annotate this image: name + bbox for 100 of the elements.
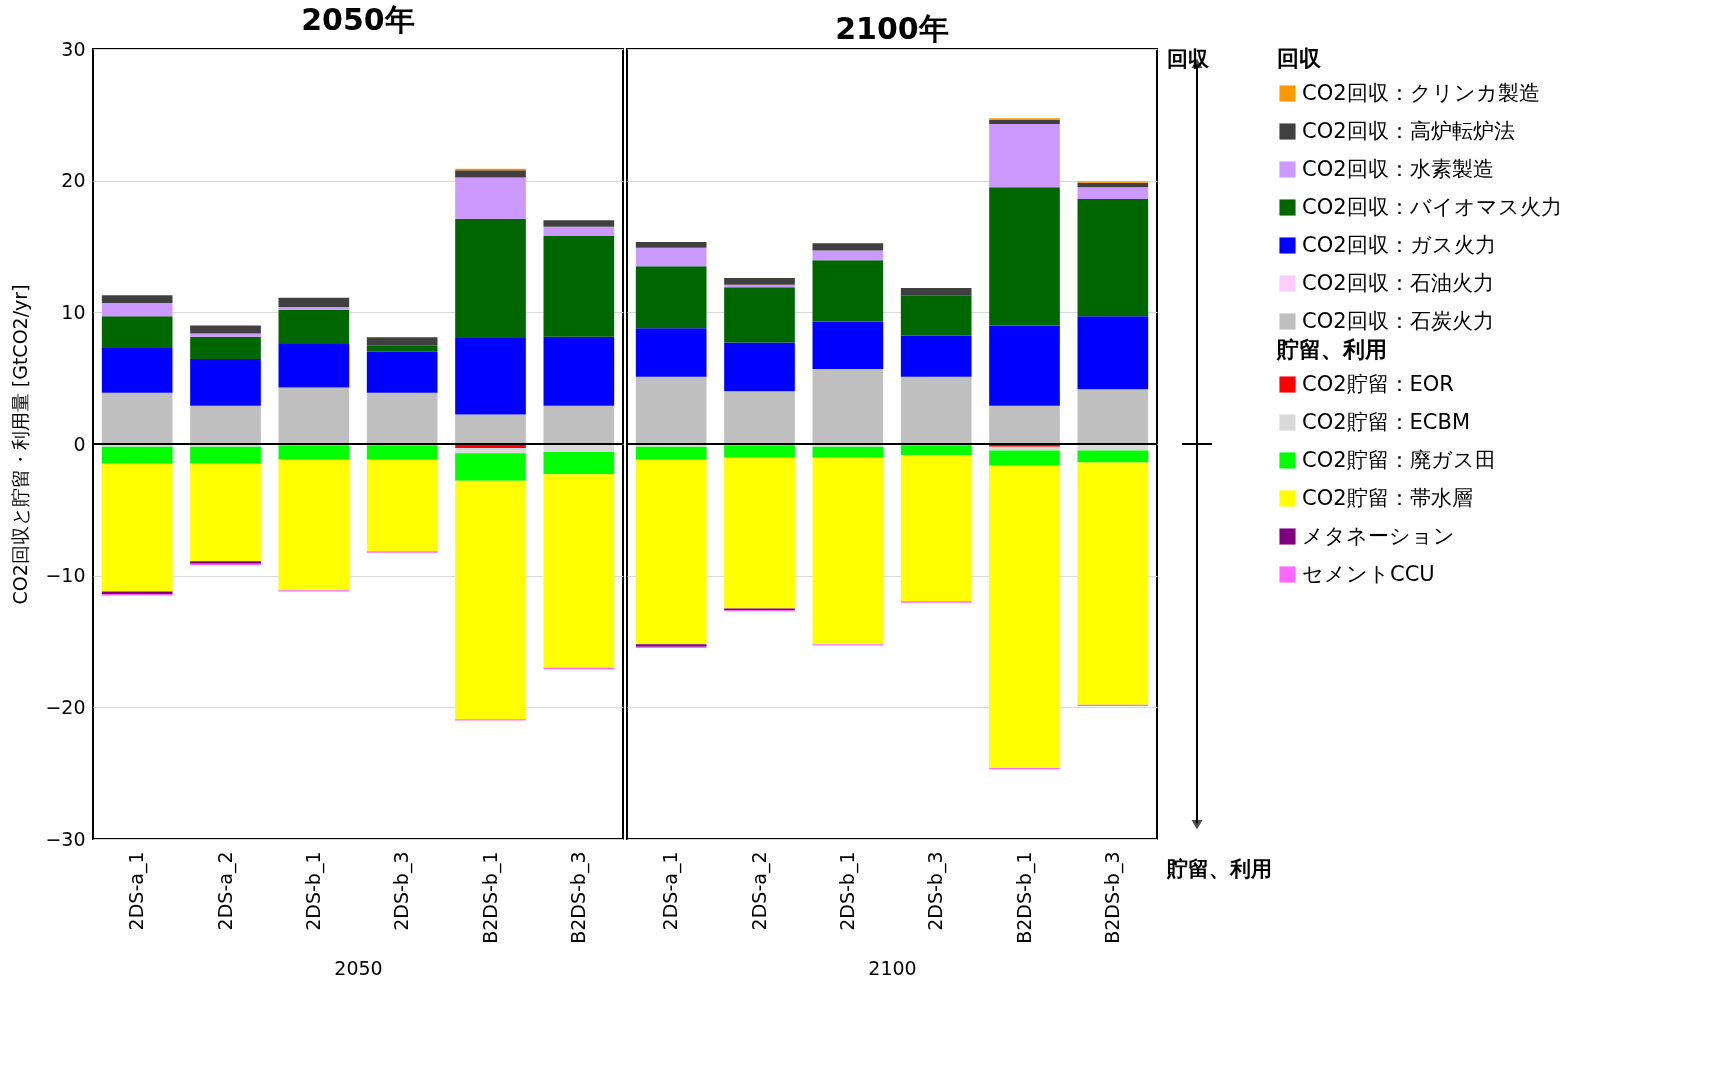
bar bbox=[635, 241, 707, 248]
bar bbox=[190, 336, 261, 360]
text: 貯留、利用 bbox=[1277, 337, 1387, 362]
legend-label: CO2回収：高炉転炉法 bbox=[1302, 118, 1515, 143]
bar bbox=[724, 342, 795, 392]
bar bbox=[900, 287, 972, 296]
bar bbox=[101, 446, 173, 464]
bar bbox=[278, 297, 350, 308]
bar bbox=[455, 480, 526, 720]
bar bbox=[278, 459, 350, 591]
x-axis-title: 2050 bbox=[334, 956, 383, 979]
bar bbox=[812, 243, 884, 251]
bar bbox=[1077, 316, 1149, 390]
y-tick-label: −30 bbox=[45, 827, 86, 850]
x-axis-title: 2100 bbox=[868, 956, 917, 979]
bar bbox=[724, 445, 795, 458]
bar bbox=[812, 250, 884, 261]
bar bbox=[366, 345, 438, 352]
bar bbox=[635, 376, 707, 444]
legend-label: CO2回収：ガス火力 bbox=[1302, 232, 1496, 257]
bar bbox=[278, 307, 350, 310]
bar bbox=[543, 235, 615, 337]
x-tick-label: 2DS-b_1 bbox=[835, 851, 859, 931]
x-tick-label: B2DS-b_1 bbox=[478, 851, 502, 944]
y-tick-label: 30 bbox=[61, 37, 86, 60]
bar bbox=[101, 347, 173, 393]
x-tick-label: B2DS-b_1 bbox=[1012, 851, 1036, 944]
y-tick-label: 10 bbox=[61, 300, 86, 323]
bar bbox=[989, 120, 1060, 125]
bar bbox=[812, 457, 884, 645]
bar bbox=[989, 450, 1060, 466]
legend-label: CO2回収：石油火力 bbox=[1302, 270, 1494, 295]
bar bbox=[455, 447, 526, 454]
x-tick-label: 2DS-a_1 bbox=[125, 851, 149, 931]
x-tick-label: B2DS-b_3 bbox=[566, 851, 590, 944]
legend-label: CO2回収：クリンカ製造 bbox=[1302, 80, 1540, 105]
legend-label: CO2回収：バイオマス火力 bbox=[1302, 194, 1562, 219]
bar bbox=[989, 187, 1060, 326]
x-tick-label: 2DS-a_1 bbox=[659, 851, 683, 931]
legend-label: CO2貯留：廃ガス田 bbox=[1302, 447, 1496, 472]
bar bbox=[543, 474, 615, 668]
bar bbox=[543, 226, 615, 236]
bar bbox=[543, 405, 615, 444]
bar bbox=[366, 459, 438, 552]
bar bbox=[543, 451, 615, 475]
bar bbox=[635, 446, 707, 460]
bar bbox=[190, 333, 261, 337]
bar bbox=[989, 124, 1060, 188]
bar bbox=[455, 453, 526, 481]
bar bbox=[1077, 462, 1149, 705]
legend-label: CO2回収：石炭火力 bbox=[1302, 308, 1494, 333]
bar bbox=[455, 414, 526, 444]
bar bbox=[635, 266, 707, 329]
bar bbox=[101, 463, 173, 592]
legend-label: CO2貯留：EOR bbox=[1302, 371, 1454, 396]
bar bbox=[278, 387, 350, 444]
bar bbox=[900, 445, 972, 456]
bar bbox=[724, 287, 795, 343]
bar bbox=[278, 445, 350, 460]
chart-title: 2050年 bbox=[301, 2, 415, 37]
bar bbox=[989, 405, 1060, 444]
y-tick-label: −20 bbox=[45, 695, 86, 718]
x-tick-label: 2DS-a_2 bbox=[213, 851, 237, 931]
bar bbox=[366, 445, 438, 460]
bar bbox=[1077, 187, 1149, 200]
bar bbox=[190, 463, 261, 562]
x-tick-label: 2DS-b_1 bbox=[301, 851, 325, 931]
chart-title: 2100年 bbox=[835, 11, 949, 46]
text: 回収 bbox=[1277, 46, 1321, 71]
bar bbox=[278, 343, 350, 388]
bar bbox=[989, 446, 1060, 451]
bar bbox=[190, 405, 261, 444]
x-tick-label: 2DS-b_3 bbox=[390, 851, 414, 931]
bar bbox=[724, 457, 795, 609]
bar bbox=[366, 392, 438, 444]
bar bbox=[1077, 199, 1149, 317]
bar bbox=[812, 321, 884, 369]
legend-label: CO2貯留：帯水層 bbox=[1302, 485, 1473, 510]
bar bbox=[543, 220, 615, 227]
bar bbox=[989, 465, 1060, 768]
bar bbox=[543, 336, 615, 406]
legend-label: メタネーション bbox=[1302, 523, 1455, 548]
text: 貯留、利用 bbox=[1166, 857, 1272, 881]
bar bbox=[366, 337, 438, 346]
bar bbox=[1077, 389, 1149, 444]
bar bbox=[812, 446, 884, 458]
y-tick-label: 0 bbox=[73, 432, 86, 455]
bar bbox=[724, 391, 795, 444]
y-tick-label: 20 bbox=[61, 169, 86, 192]
bar bbox=[1077, 450, 1149, 463]
bar bbox=[635, 459, 707, 645]
bar bbox=[455, 177, 526, 219]
x-tick-label: 2DS-a_2 bbox=[747, 851, 771, 931]
legend-label: CO2回収：水素製造 bbox=[1302, 156, 1494, 181]
bar bbox=[900, 335, 972, 377]
bar bbox=[101, 303, 173, 317]
bar bbox=[190, 446, 261, 464]
text: 回収 bbox=[1167, 47, 1210, 71]
bar bbox=[455, 218, 526, 339]
bar bbox=[812, 260, 884, 322]
